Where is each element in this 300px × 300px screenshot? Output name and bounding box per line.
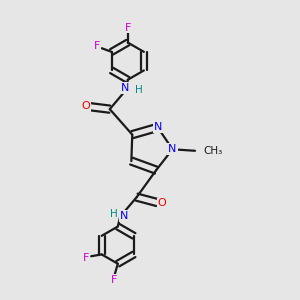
Text: H: H bbox=[135, 85, 142, 95]
Text: F: F bbox=[111, 275, 117, 285]
Text: F: F bbox=[125, 22, 131, 32]
Text: N: N bbox=[168, 144, 177, 154]
Text: O: O bbox=[81, 101, 90, 111]
Text: F: F bbox=[83, 253, 89, 263]
Text: O: O bbox=[158, 198, 166, 208]
Text: H: H bbox=[110, 209, 118, 219]
Text: F: F bbox=[94, 41, 100, 51]
Text: N: N bbox=[121, 83, 129, 93]
Text: CH₃: CH₃ bbox=[203, 146, 223, 156]
Text: N: N bbox=[154, 122, 162, 132]
Text: N: N bbox=[120, 211, 128, 221]
